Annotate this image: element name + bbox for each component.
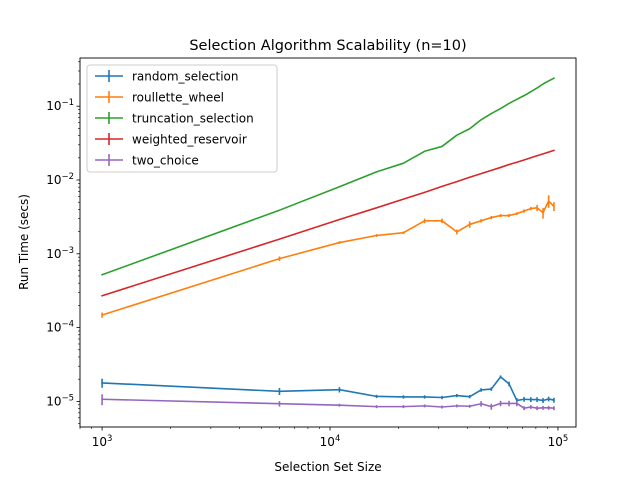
y-tick-label: 10−1: [46, 98, 74, 113]
legend-item-two_choice: two_choice: [95, 154, 199, 168]
series-truncation_selection: [101, 77, 555, 276]
legend-label: truncation_selection: [132, 112, 254, 126]
chart-title: Selection Algorithm Scalability (n=10): [189, 38, 466, 54]
legend-label: two_choice: [132, 154, 199, 168]
legend-box: [86, 64, 278, 173]
series-weighted_reservoir: [101, 149, 555, 297]
legend-item-random_selection: random_selection: [95, 70, 238, 84]
legend-label: weighted_reservoir: [132, 133, 247, 147]
series-line-truncation_selection: [101, 77, 555, 276]
legend-items: random_selection roullette_wheel truncatio…: [95, 70, 254, 168]
x-tick-label: 104: [320, 434, 341, 449]
legend-item-truncation_selection: truncation_selection: [95, 112, 254, 126]
series-random_selection: [101, 375, 555, 404]
y-tick-label: 10−2: [46, 172, 74, 187]
y-axis-ticks: 10−5 10−4 10−3 10−2 10−1: [46, 61, 80, 424]
legend-item-weighted_reservoir: weighted_reservoir: [95, 133, 247, 147]
series-group: [101, 77, 556, 411]
legend: random_selection roullette_wheel truncatio…: [86, 64, 278, 173]
legend-item-roullette_wheel: roullette_wheel: [95, 91, 224, 105]
axes-frame: [79, 57, 577, 428]
x-tick-label: 105: [548, 434, 569, 449]
y-tick-label: 10−4: [46, 320, 74, 335]
y-tick-label: 10−3: [46, 246, 74, 261]
x-axis-label: Selection Set Size: [274, 460, 381, 474]
series-line-random_selection: [101, 376, 555, 402]
y-axis-label: Run Time (secs): [17, 194, 31, 290]
series-two_choice: [101, 394, 555, 411]
series-line-two_choice: [101, 398, 555, 410]
x-tick-label: 103: [92, 434, 113, 449]
series-line-roullette_wheel: [101, 200, 556, 317]
x-axis-ticks: 103 104 105: [79, 427, 569, 449]
series-roullette_wheel: [101, 195, 556, 318]
y-tick-label: 10−5: [46, 393, 74, 408]
legend-label: random_selection: [132, 70, 238, 84]
plot-area: [79, 57, 577, 428]
legend-label: roullette_wheel: [132, 91, 224, 105]
series-line-weighted_reservoir: [101, 149, 555, 297]
